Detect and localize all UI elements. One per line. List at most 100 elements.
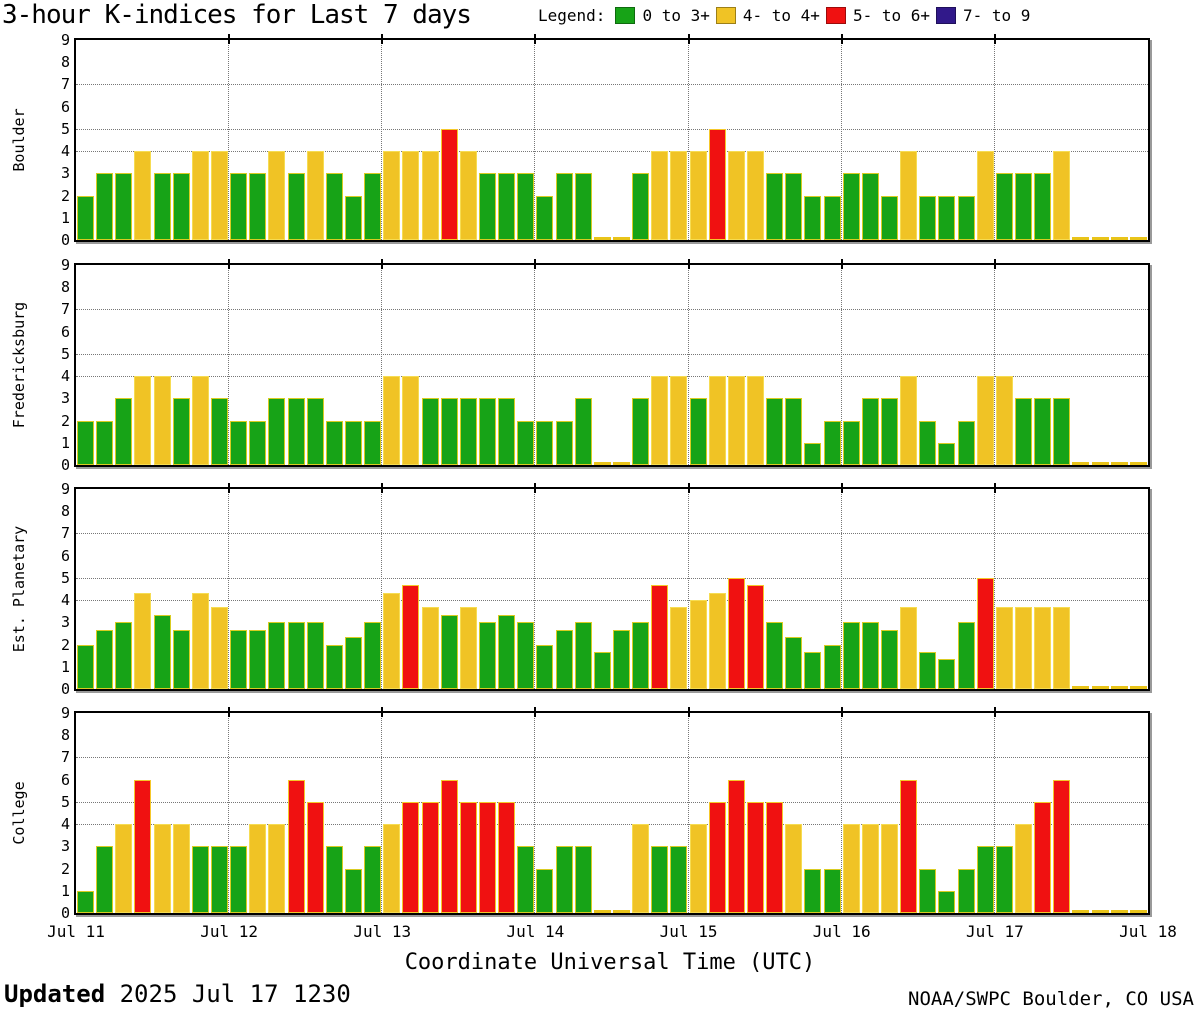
k-bar: [593, 652, 611, 689]
k-bar: [1129, 910, 1147, 913]
k-bar: [440, 129, 458, 240]
k-bar: [1015, 398, 1032, 465]
legend-item-green: 0 to 3+: [615, 6, 710, 25]
credit-text: NOAA/SWPC Boulder, CO USA: [908, 988, 1194, 1010]
k-bar: [440, 615, 458, 689]
k-bar: [230, 173, 248, 240]
y-tick-label: 3: [60, 837, 70, 856]
k-bar: [325, 846, 343, 913]
k-bar: [747, 151, 764, 240]
y-tick-label: 5: [60, 344, 70, 363]
y-tick-label: 9: [60, 31, 70, 49]
y-tick-label: 5: [60, 792, 70, 811]
k-bar: [861, 398, 879, 465]
k-bar: [153, 376, 171, 465]
k-bar: [517, 846, 535, 913]
y-tick-label: 2: [60, 635, 70, 654]
day-separator: [993, 489, 995, 689]
k-bar: [402, 151, 420, 240]
k-bar: [976, 846, 994, 913]
legend-label: Legend:: [538, 6, 606, 25]
k-bar: [651, 151, 669, 240]
k-bar: [96, 421, 114, 465]
k-bar: [632, 173, 650, 240]
k-bar: [536, 421, 554, 465]
gridline-y4: [76, 824, 1148, 826]
k-bar: [211, 846, 228, 913]
k-bar: [555, 846, 573, 913]
k-bar: [727, 151, 745, 240]
y-tick-label: 1: [60, 208, 70, 227]
k-bar: [593, 462, 611, 465]
y-tick-label: 0: [60, 904, 70, 922]
k-bar: [211, 398, 228, 465]
k-bar: [498, 802, 516, 913]
k-bar: [172, 630, 190, 689]
day-separator: [534, 265, 536, 465]
k-bar: [881, 196, 898, 240]
k-bar: [613, 630, 630, 689]
y-tick-label: 6: [60, 97, 70, 116]
y-tick-label: 6: [60, 322, 70, 341]
k-bar: [517, 622, 535, 689]
day-tick: [534, 34, 537, 44]
day-tick: [228, 483, 231, 493]
y-tick-label: 5: [60, 568, 70, 587]
day-separator: [840, 713, 842, 913]
k-bar: [325, 173, 343, 240]
k-bar: [134, 780, 152, 913]
day-tick: [840, 259, 843, 269]
k-bar: [230, 630, 248, 689]
k-bar: [383, 824, 401, 913]
k-bar: [976, 151, 994, 240]
day-tick: [993, 259, 996, 269]
day-separator: [840, 40, 842, 240]
k-bar: [211, 607, 228, 689]
day-separator: [840, 489, 842, 689]
k-bar: [976, 578, 994, 689]
y-tick-label: 3: [60, 389, 70, 408]
k-bar: [459, 398, 477, 465]
k-bar: [823, 196, 841, 240]
k-bar: [268, 151, 286, 240]
k-bar: [670, 151, 688, 240]
k-bar: [383, 151, 401, 240]
k-bar: [345, 637, 362, 689]
k-bar: [153, 173, 171, 240]
k-bar: [498, 173, 516, 240]
k-bar: [957, 622, 975, 689]
k-bar: [900, 607, 918, 689]
k-bar: [287, 780, 305, 913]
k-bar: [613, 910, 630, 913]
day-separator: [993, 265, 995, 465]
x-tick-label: Jul 18: [1119, 922, 1177, 941]
y-tick-label: 6: [60, 770, 70, 789]
k-bar: [995, 846, 1013, 913]
k-bar: [1072, 910, 1090, 913]
legend-item-label: 4- to 4+: [742, 6, 820, 25]
k-bar: [421, 802, 439, 913]
y-tick-label: 8: [60, 278, 70, 297]
k-bar: [976, 376, 994, 465]
panel-est-planetary: 0 1 2 3 4 5 6 7 8 9 Est. Planetary: [10, 480, 1150, 698]
panel-college: 0 1 2 3 4 5 6 7 8 9 College: [10, 704, 1150, 922]
day-tick: [840, 707, 843, 717]
k-bar: [593, 910, 611, 913]
y-tick-label: 4: [60, 815, 70, 834]
k-bar: [1091, 462, 1109, 465]
y-tick-label: 8: [60, 726, 70, 745]
day-tick: [534, 483, 537, 493]
y-tick-label: 1: [60, 433, 70, 452]
k-bar: [172, 398, 190, 465]
k-bar: [995, 173, 1013, 240]
k-bar: [211, 151, 228, 240]
k-bar: [823, 421, 841, 465]
k-bar: [785, 824, 803, 913]
k-bar: [689, 824, 707, 913]
k-bar: [1072, 462, 1090, 465]
y-tick-label: 4: [60, 367, 70, 386]
k-bar: [651, 376, 669, 465]
k-bar: [689, 398, 707, 465]
legend-item-red: 5- to 6+: [825, 6, 930, 25]
legend-swatch-red-icon: [825, 7, 846, 24]
